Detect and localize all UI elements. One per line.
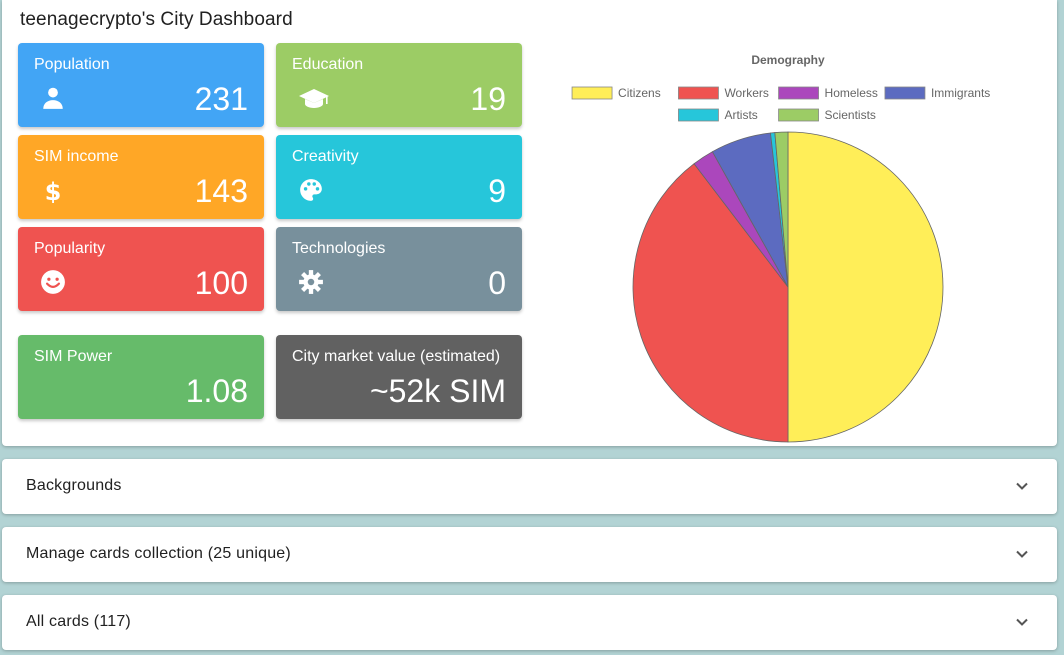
accordion-backgrounds[interactable]: Backgrounds <box>2 459 1057 514</box>
legend-swatch <box>884 86 926 100</box>
tile-label: Popularity <box>34 240 106 257</box>
tile-value: 0 <box>488 265 506 301</box>
tile-label: SIM income <box>34 148 119 165</box>
legend-swatch <box>778 108 819 122</box>
graduation-cap-icon <box>298 85 330 111</box>
tile-label: City market value (estimated) <box>292 348 501 365</box>
tile-value: 1.08 <box>185 373 248 409</box>
legend-label: Immigrants <box>931 86 990 100</box>
chevron-down-icon[interactable] <box>1013 477 1031 495</box>
tile-creativity: Creativity 9 <box>276 135 522 219</box>
pie-slice-scientists[interactable] <box>774 131 789 288</box>
tile-population: Population 231 <box>18 43 264 127</box>
svg-text:$: $ <box>45 178 62 203</box>
page-title: teenagecrypto's City Dashboard <box>20 9 293 30</box>
tile-value: 9 <box>488 173 506 209</box>
tile-value: 19 <box>470 81 506 117</box>
dollar-icon: $ <box>40 177 66 203</box>
tile-education: Education 19 <box>276 43 522 127</box>
tile-value: 143 <box>194 173 248 209</box>
tile-label: Creativity <box>292 148 359 165</box>
accordion-label: All cards (117) <box>26 613 131 630</box>
chart-title: Demography <box>751 53 825 67</box>
pie-slice-citizens[interactable] <box>787 131 944 443</box>
smile-icon <box>40 269 66 295</box>
tile-label: Education <box>292 56 364 73</box>
tile-value: 100 <box>194 265 248 301</box>
tile-label: SIM Power <box>34 348 113 365</box>
accordion-label: Backgrounds <box>26 477 122 494</box>
gear-icon <box>298 269 324 295</box>
tile-sim-power: SIM Power 1.08 <box>18 335 264 419</box>
legend-label: Homeless <box>825 86 878 100</box>
pie-slice-workers[interactable] <box>632 163 789 443</box>
accordion-manage-cards[interactable]: Manage cards collection (25 unique) <box>2 527 1057 582</box>
accordion-label: Manage cards collection (25 unique) <box>26 545 291 562</box>
legend-swatch <box>778 86 819 100</box>
tile-value: ~52k SIM <box>369 373 506 409</box>
person-icon <box>40 85 66 111</box>
legend-label: Workers <box>724 86 768 100</box>
chevron-down-icon[interactable] <box>1013 613 1031 631</box>
tile-sim-income: SIM income $ 143 <box>18 135 264 219</box>
legend-label: Artists <box>724 108 757 122</box>
tile-label: Population <box>34 56 110 73</box>
legend-swatch <box>678 86 719 100</box>
palette-icon <box>298 177 324 203</box>
legend-label: Citizens <box>618 86 661 100</box>
demography-chart: Demography Citizens Workers Homeless Immigra… <box>540 40 1040 446</box>
tile-value: 231 <box>194 81 248 117</box>
tile-technologies: Technologies 0 <box>276 227 522 311</box>
tile-market-value: City market value (estimated) ~52k SIM <box>276 335 522 419</box>
demography-pie-svg: Demography Citizens Workers Homeless Immigra… <box>571 53 990 443</box>
chevron-down-icon[interactable] <box>1013 545 1031 563</box>
accordion-all-cards[interactable]: All cards (117) <box>2 595 1057 650</box>
legend-swatch <box>678 108 719 122</box>
tile-label: Technologies <box>292 240 386 257</box>
legend-swatch <box>571 86 613 100</box>
legend-label: Scientists <box>825 108 876 122</box>
tile-popularity: Popularity 100 <box>18 227 264 311</box>
